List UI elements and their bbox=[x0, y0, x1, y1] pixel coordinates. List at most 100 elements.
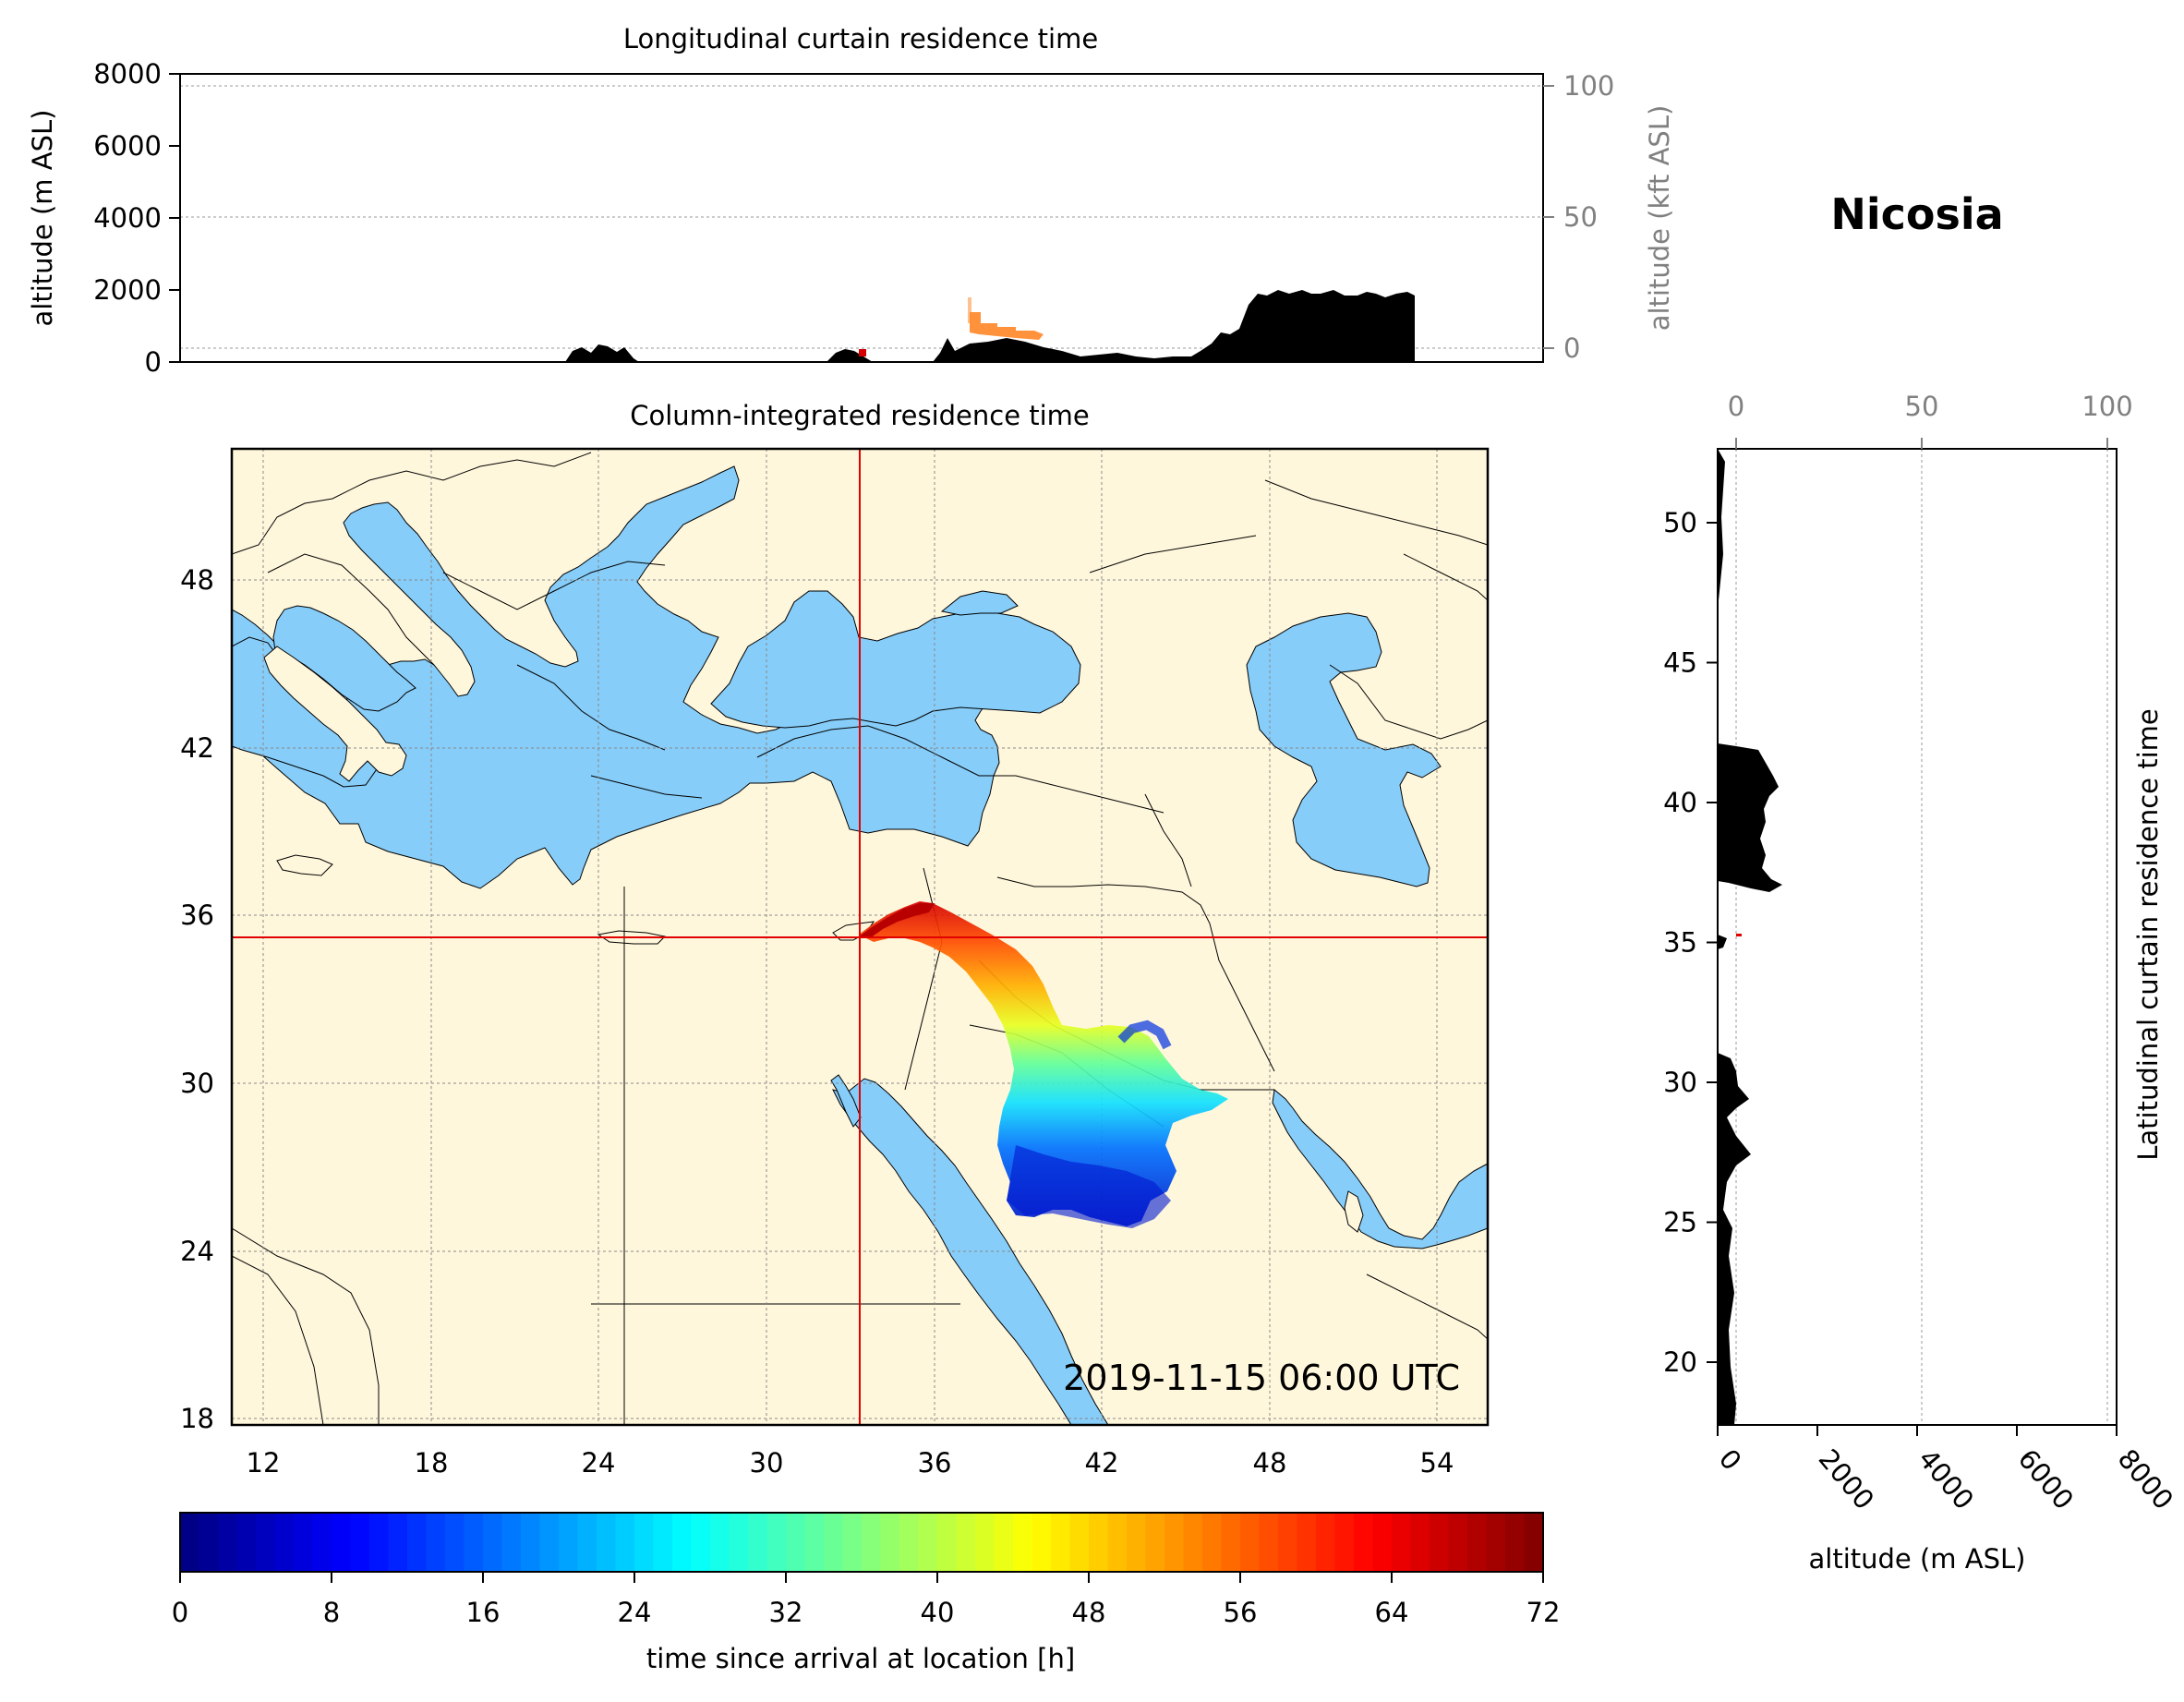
latitudinal-lat-tick-label: 45 bbox=[1663, 647, 1697, 679]
latitudinal-lat-tick-label: 40 bbox=[1663, 787, 1697, 818]
colorbar-bin bbox=[577, 1513, 597, 1572]
latitudinal-xlabel: altitude (m ASL) bbox=[1809, 1543, 2026, 1575]
colorbar-bin bbox=[294, 1513, 314, 1572]
colorbar-bin bbox=[994, 1513, 1014, 1572]
mediterranean-sea bbox=[232, 465, 1005, 889]
map-lon-tick-label: 48 bbox=[1253, 1447, 1287, 1479]
latitudinal-top-tick-label: 0 bbox=[1728, 391, 1744, 422]
colorbar-bin bbox=[672, 1513, 693, 1572]
colorbar-bin bbox=[350, 1513, 370, 1572]
colorbar-bin bbox=[729, 1513, 749, 1572]
colorbar-bin bbox=[1089, 1513, 1109, 1572]
longitudinal-plume-red bbox=[859, 349, 866, 356]
map-lat-ticks: 18 24 30 36 42 48 bbox=[180, 564, 214, 1434]
latitudinal-top-ticks: 0 50 100 bbox=[1728, 391, 2133, 449]
colorbar-tick-label: 0 bbox=[172, 1597, 188, 1628]
latitudinal-plot-area bbox=[1718, 449, 2117, 1425]
latitudinal-bottom-tick-label: 2000 bbox=[1813, 1443, 1880, 1515]
longitudinal-left-tick-label: 0 bbox=[145, 346, 162, 378]
map-lon-tick-label: 18 bbox=[415, 1447, 449, 1479]
residence-time-plume bbox=[859, 901, 1228, 1228]
colorbar-bin bbox=[1221, 1513, 1241, 1572]
colorbar-bin bbox=[804, 1513, 825, 1572]
colorbar-bin bbox=[407, 1513, 428, 1572]
colorbar-bin bbox=[236, 1513, 257, 1572]
latitudinal-bottom-ticks: 0 2000 4000 6000 8000 bbox=[1713, 1425, 2179, 1515]
colorbar-bin bbox=[1372, 1513, 1393, 1572]
colorbar-bin bbox=[748, 1513, 768, 1572]
colorbar-bin bbox=[653, 1513, 673, 1572]
map-panel: Column-integrated residence time bbox=[180, 400, 1490, 1479]
longitudinal-right-ticks: 0 50 100 bbox=[1543, 70, 1614, 364]
map-lon-tick-label: 24 bbox=[582, 1447, 616, 1479]
latitudinal-bottom-tick-label: 4000 bbox=[1913, 1443, 1980, 1515]
colorbar-bin bbox=[180, 1513, 200, 1572]
colorbar-bin bbox=[1486, 1513, 1506, 1572]
map-lat-tick-label: 18 bbox=[180, 1403, 214, 1434]
colorbar-bin bbox=[615, 1513, 635, 1572]
colorbar-bin bbox=[1524, 1513, 1544, 1572]
colorbar-bin bbox=[1051, 1513, 1071, 1572]
colorbar-bin bbox=[1297, 1513, 1317, 1572]
colorbar-bin bbox=[862, 1513, 882, 1572]
plume-upper-tail bbox=[859, 901, 1228, 1226]
colorbar-bin bbox=[824, 1513, 844, 1572]
map-lon-tick-label: 30 bbox=[750, 1447, 784, 1479]
map-lon-tick-label: 42 bbox=[1085, 1447, 1119, 1479]
map-title: Column-integrated residence time bbox=[630, 400, 1090, 431]
colorbar-bin bbox=[1448, 1513, 1468, 1572]
colorbar-bin bbox=[1410, 1513, 1430, 1572]
colorbar-ticks: 0 8 16 24 32 40 48 56 64 72 bbox=[172, 1572, 1560, 1628]
longitudinal-terrain bbox=[565, 290, 1415, 362]
colorbar-bin bbox=[332, 1513, 352, 1572]
colorbar-tick-label: 32 bbox=[769, 1597, 803, 1628]
colorbar-bin bbox=[312, 1513, 332, 1572]
colorbar-bin bbox=[1145, 1513, 1165, 1572]
colorbar-bin bbox=[256, 1513, 276, 1572]
plume-hook bbox=[1117, 1020, 1172, 1050]
colorbar-tick-label: 24 bbox=[618, 1597, 652, 1628]
sea-of-azov bbox=[940, 590, 1019, 616]
colorbar-bin bbox=[539, 1513, 560, 1572]
black-sea bbox=[710, 590, 1081, 729]
longitudinal-right-tick-label: 0 bbox=[1563, 332, 1580, 364]
latitudinal-lat-ticks: 20 25 30 35 40 45 50 bbox=[1663, 507, 1718, 1378]
latitudinal-lat-tick-label: 35 bbox=[1663, 927, 1697, 959]
latitudinal-terrain bbox=[1718, 449, 1782, 1425]
longitudinal-left-tick-label: 2000 bbox=[93, 274, 162, 306]
colorbar-bin bbox=[1164, 1513, 1185, 1572]
caspian-sea bbox=[1246, 612, 1442, 887]
map-lat-tick-label: 42 bbox=[180, 732, 214, 764]
colorbar-bin bbox=[501, 1513, 522, 1572]
map-lon-ticks: 12 18 24 30 36 42 48 54 bbox=[247, 1447, 1454, 1479]
colorbar-bin bbox=[766, 1513, 787, 1572]
latitudinal-ylabel: Latitudinal curtain residence time bbox=[2132, 708, 2164, 1161]
colorbar-tick-label: 64 bbox=[1375, 1597, 1409, 1628]
colorbar-label: time since arrival at location [h] bbox=[646, 1643, 1075, 1674]
latitudinal-bottom-tick-label: 6000 bbox=[2012, 1443, 2080, 1515]
colorbar-bin bbox=[1183, 1513, 1203, 1572]
latitudinal-panel: 0 50 100 0 2000 4000 6000 8000 20253035404550 … bbox=[1663, 391, 2179, 1575]
colorbar-bin bbox=[426, 1513, 446, 1572]
colorbar-tick-label: 16 bbox=[466, 1597, 501, 1628]
colorbar-bin bbox=[199, 1513, 219, 1572]
colorbar-bin bbox=[1107, 1513, 1128, 1572]
map-timestamp: 2019-11-15 06:00 UTC bbox=[1063, 1358, 1460, 1398]
latitudinal-top-tick-label: 100 bbox=[2081, 391, 2132, 422]
qatar-land bbox=[1344, 1190, 1364, 1233]
longitudinal-left-tick-label: 6000 bbox=[93, 130, 162, 162]
latitudinal-plume-red bbox=[1736, 934, 1742, 936]
colorbar-tick-label: 56 bbox=[1224, 1597, 1258, 1628]
colorbar-bin bbox=[464, 1513, 484, 1572]
colorbar-bin bbox=[1430, 1513, 1450, 1572]
persian-gulf bbox=[1272, 1089, 1488, 1249]
plume-blue-fingers bbox=[1007, 1145, 1171, 1228]
colorbar-bin bbox=[559, 1513, 579, 1572]
colorbar-bin bbox=[956, 1513, 976, 1572]
colorbar-bin bbox=[1032, 1513, 1052, 1572]
colorbar-bin bbox=[521, 1513, 541, 1572]
colorbar-bin bbox=[1240, 1513, 1261, 1572]
colorbar-bin bbox=[1278, 1513, 1298, 1572]
colorbar-frame bbox=[179, 1512, 1544, 1573]
colorbar-bin bbox=[483, 1513, 503, 1572]
